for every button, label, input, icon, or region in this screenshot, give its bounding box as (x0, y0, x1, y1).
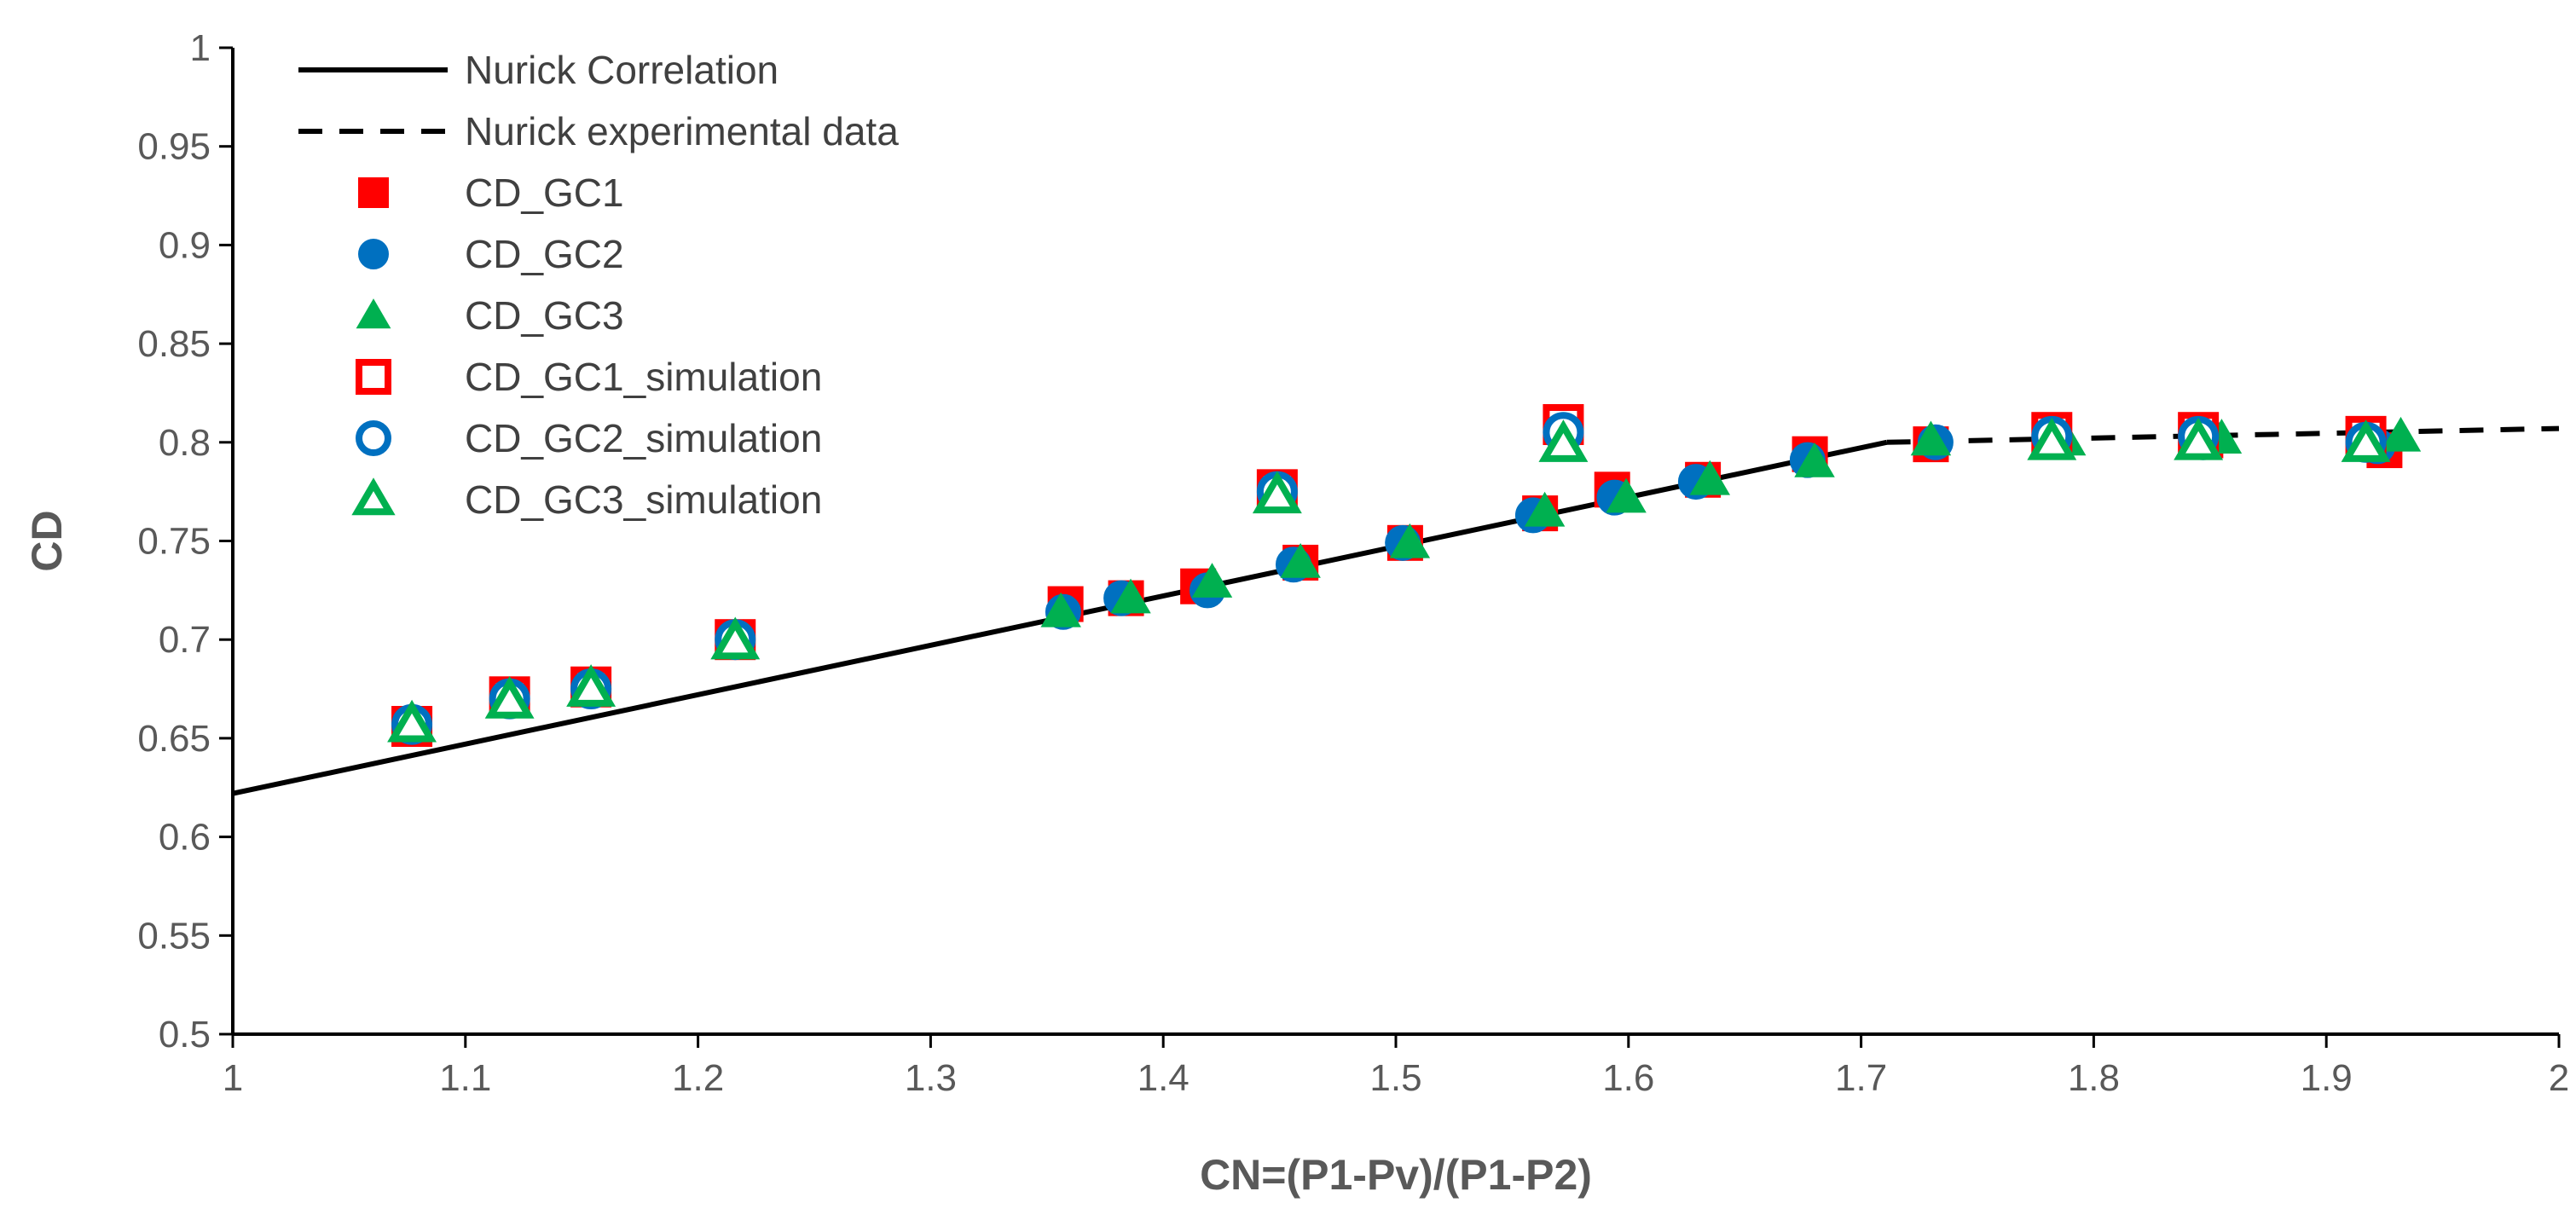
x-tick-label: 1.6 (1602, 1057, 1654, 1099)
y-tick-label: 0.5 (159, 1014, 211, 1055)
x-tick-label: 1.7 (1835, 1057, 1887, 1099)
cd-gc3-point (1040, 592, 1081, 627)
legend-label-nurick-correlation: Nurick Correlation (465, 48, 779, 92)
y-tick-label: 0.8 (159, 422, 211, 464)
cd-gc3-point (1524, 491, 1566, 527)
axes (219, 46, 2561, 1048)
cd-gc3-point (1389, 523, 1431, 558)
legend-item-nurick-experimental-data: Nurick experimental data (298, 109, 899, 153)
cd-gc3-point (1689, 460, 1731, 495)
y-tick-label: 0.9 (159, 224, 211, 266)
cd-gc3-simulation-point (566, 664, 617, 707)
x-tick-label: 1.9 (2301, 1057, 2353, 1099)
legend-label-cd-gc2-simulation: CD_GC2_simulation (465, 416, 822, 460)
legend-swatch-cd-gc2-simulation (356, 420, 391, 456)
legend-swatch-cd-gc1-simulation (356, 359, 391, 395)
x-tick-label: 2 (2549, 1057, 2569, 1099)
x-axis-title: CN=(P1-Pv)/(P1-P2) (1200, 1151, 1592, 1199)
y-axis-title: CD (23, 510, 71, 571)
legend: Nurick Correlation Nurick experimental da… (298, 48, 899, 522)
cd-gc3-simulation-point (2174, 417, 2224, 460)
legend-item-cd-gc1-simulation: CD_GC1_simulation (356, 355, 822, 399)
x-tick-label: 1.2 (672, 1057, 724, 1099)
y-tick-label: 0.65 (137, 718, 211, 760)
legend-label-cd-gc2: CD_GC2 (465, 232, 624, 276)
cd-gc3-point (1191, 563, 1233, 598)
y-tick-label: 1 (190, 27, 211, 69)
y-tick-label: 0.85 (137, 323, 211, 365)
cd-gc3-point (1794, 442, 1835, 477)
cd-gc3-point (1280, 542, 1321, 578)
cd-gc3-simulation-point (484, 675, 535, 719)
legend-label-cd-gc3-simulation: CD_GC3_simulation (465, 477, 822, 522)
cd-gc3-simulation-point (710, 616, 761, 660)
cd-gc3-simulation-point (1252, 471, 1302, 514)
cd-gc3-simulation-point (1538, 419, 1589, 462)
x-tick-label: 1.5 (1369, 1057, 1421, 1099)
tick-labels: 0.5 0.55 0.6 0.65 0.7 0.75 0.8 0.85 0.9 0.95 1 1 1.1… (137, 27, 2569, 1099)
cd-gc3-point (2380, 416, 2422, 452)
x-tick-label: 1 (223, 1057, 243, 1099)
legend-swatch-cd-gc3 (356, 298, 391, 329)
legend-label-cd-gc1-simulation: CD_GC1_simulation (465, 355, 822, 399)
y-tick-label: 0.75 (137, 521, 211, 563)
legend-label-cd-gc1: CD_GC1 (465, 171, 624, 215)
y-tick-label: 0.6 (159, 817, 211, 859)
x-tick-label: 1.1 (439, 1057, 491, 1099)
cd-gc3-point (1606, 477, 1647, 513)
x-tick-label: 1.8 (2068, 1057, 2120, 1099)
legend-swatch-cd-gc1 (358, 177, 389, 208)
y-tick-label: 0.95 (137, 126, 211, 168)
legend-label-nurick-experimental-data: Nurick experimental data (465, 109, 899, 153)
legend-swatch-cd-gc3-simulation (351, 477, 396, 516)
cd-gc3-point (1110, 578, 1151, 614)
legend-swatch-cd-gc2 (358, 239, 389, 269)
series-markers (387, 403, 2422, 748)
y-tick-label: 0.7 (159, 619, 211, 661)
legend-item-cd-gc3: CD_GC3 (356, 293, 624, 338)
legend-label-cd-gc3: CD_GC3 (465, 293, 624, 338)
x-tick-label: 1.3 (905, 1057, 957, 1099)
legend-item-cd-gc1: CD_GC1 (358, 171, 624, 215)
legend-item-cd-gc3-simulation: CD_GC3_simulation (351, 477, 822, 522)
cd-gc3-simulation-point (2341, 419, 2391, 462)
legend-item-cd-gc2: CD_GC2 (358, 232, 624, 276)
x-tick-label: 1.4 (1137, 1057, 1190, 1099)
legend-item-cd-gc2-simulation: CD_GC2_simulation (356, 416, 822, 460)
cd-gc3-simulation-point (387, 699, 437, 743)
cd-gc3-point (1910, 420, 1952, 456)
cd-gc3-simulation-point (2027, 417, 2077, 460)
legend-item-nurick-correlation: Nurick Correlation (298, 48, 779, 92)
y-tick-label: 0.55 (137, 915, 211, 957)
